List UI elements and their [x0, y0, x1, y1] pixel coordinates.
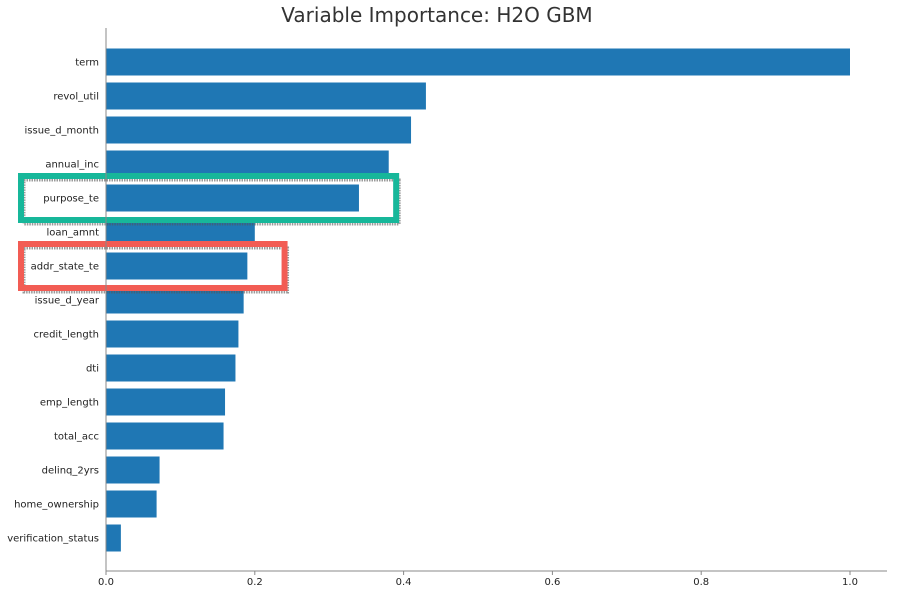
highlight-box-addr-state-te	[18, 241, 288, 291]
x-tick-label: 0.8	[693, 577, 709, 588]
x-tick-label: 0.2	[247, 577, 263, 588]
y-label-purpose-te: purpose_te	[43, 194, 99, 205]
x-tick-label: 0.0	[98, 577, 114, 588]
y-label-term: term	[75, 58, 99, 69]
x-axis-ticks: 0.0 0.2 0.4 0.6 0.8 1.0	[98, 571, 858, 588]
highlight-box-purpose-te	[18, 173, 400, 223]
bar-total-acc	[106, 422, 224, 450]
bar-addr-state-te	[106, 252, 248, 280]
chart-title: Variable Importance: H2O GBM	[281, 3, 592, 27]
highlight-boxes-group	[18, 173, 401, 294]
y-label-emp-length: emp_length	[40, 398, 99, 409]
bar-term	[106, 48, 850, 76]
x-tick-label: 1.0	[842, 577, 858, 588]
y-label-total-acc: total_acc	[54, 432, 99, 443]
bar-revol-util	[106, 82, 426, 110]
y-axis-labels: term revol_util issue_d_month annual_incpur…	[7, 58, 100, 545]
x-tick-label: 0.6	[544, 577, 560, 588]
y-label-addr-state-te: addr_state_te	[31, 262, 99, 273]
y-label-revol-util: revol_util	[53, 92, 99, 103]
bars-group	[106, 48, 850, 552]
bar-emp-length	[106, 388, 226, 416]
y-label-annual-inc: annual_inc	[45, 160, 99, 171]
y-label-loan-amnt: loan_amnt	[47, 228, 100, 239]
bar-credit-length	[106, 320, 239, 348]
y-label-delinq-2yrs: delinq_2yrs	[42, 466, 99, 477]
y-label-dti: dti	[86, 364, 99, 375]
y-label-credit-length: credit_length	[34, 330, 99, 341]
bar-dti	[106, 354, 236, 382]
bar-delinq-2yrs	[106, 456, 160, 484]
bar-home-ownership	[106, 490, 157, 518]
bar-verification-status	[106, 524, 121, 552]
y-label-issue-d-month: issue_d_month	[25, 126, 100, 137]
y-label-home-ownership: home_ownership	[14, 500, 99, 511]
x-tick-label: 0.4	[396, 577, 412, 588]
y-label-verification-status: verification_status	[7, 534, 99, 545]
bar-purpose-te	[106, 184, 359, 212]
y-label-issue-d-year: issue_d_year	[35, 296, 100, 307]
bar-issue-d-month	[106, 116, 412, 144]
